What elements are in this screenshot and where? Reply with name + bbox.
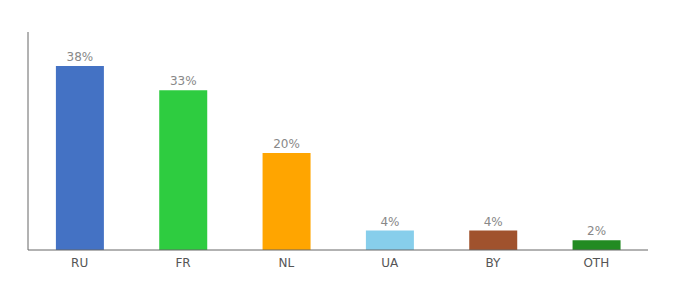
svg-text:UA: UA: [381, 256, 399, 270]
svg-text:4%: 4%: [380, 215, 399, 229]
svg-text:4%: 4%: [484, 215, 503, 229]
svg-text:33%: 33%: [170, 74, 197, 88]
svg-text:38%: 38%: [67, 50, 94, 64]
svg-text:2%: 2%: [587, 224, 606, 238]
svg-text:RU: RU: [71, 256, 88, 270]
svg-text:20%: 20%: [273, 137, 300, 151]
svg-text:OTH: OTH: [583, 256, 609, 270]
svg-text:BY: BY: [486, 256, 502, 270]
svg-text:NL: NL: [278, 256, 294, 270]
svg-text:FR: FR: [175, 256, 190, 270]
